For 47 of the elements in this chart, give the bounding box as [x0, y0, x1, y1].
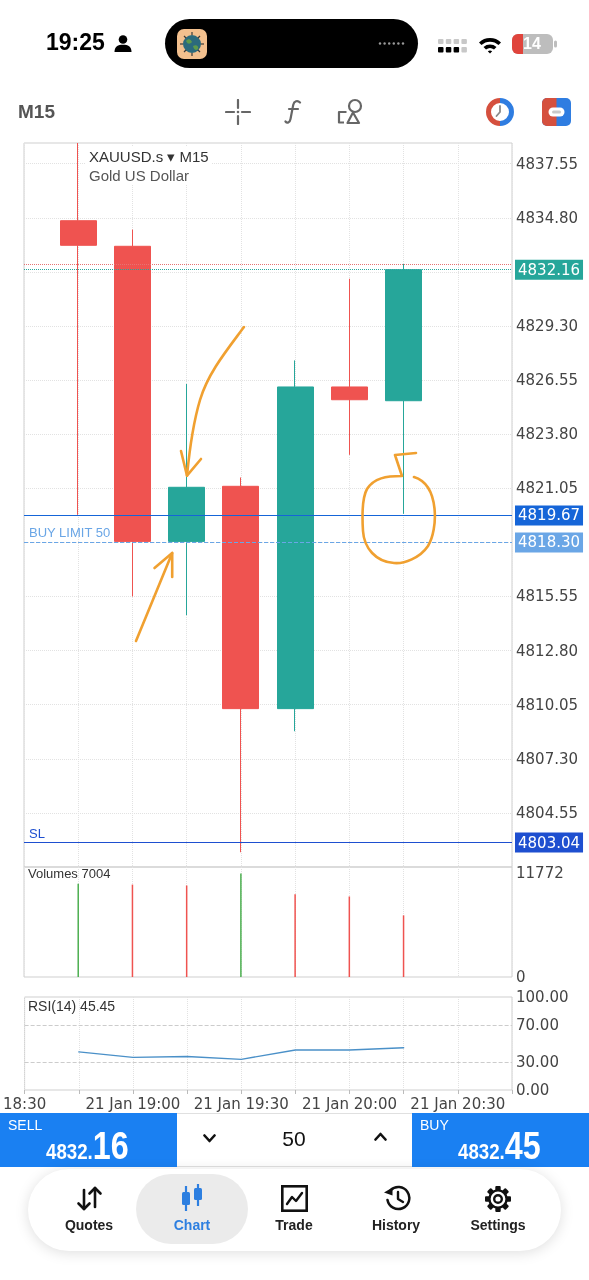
y-tick-label: 11772 [516, 864, 564, 883]
text: M15 [18, 101, 55, 122]
ref-line-label: 4803.04 [518, 833, 581, 852]
ref-line-label: 4818.30 [518, 533, 581, 552]
x-tick-label: 18:30 [3, 1094, 47, 1113]
text: Gold US Dollar [89, 167, 190, 184]
chart-title: RSI(14) 45.45 [28, 998, 116, 1014]
y-tick-label: 4829.30 [516, 316, 579, 335]
text: BUY [420, 1117, 449, 1133]
y-tick-label: 100.00 [516, 988, 569, 1006]
x-tick-label: 21 Jan 19:00 [85, 1094, 181, 1113]
text: SELL [8, 1117, 43, 1133]
y-tick-label: 4837.55 [516, 154, 579, 173]
text: Trade [275, 1217, 313, 1233]
y-tick-label: 4810.05 [516, 695, 579, 714]
y-tick-label: 4826.55 [516, 371, 579, 390]
text: 4832.16 [46, 1125, 129, 1167]
x-tick-label: 21 Jan 20:00 [302, 1094, 398, 1113]
x-tick-label: 21 Jan 19:30 [193, 1094, 289, 1113]
text: 14 [523, 35, 541, 52]
ref-line-label: 4819.67 [518, 506, 581, 525]
candlestick [331, 278, 368, 456]
text: 19:25 [46, 29, 105, 55]
chart-title: XAUUSD.s ▾ M15 [89, 148, 209, 165]
chart-title: Volumes 7004 [28, 866, 111, 881]
text: Settings [470, 1217, 526, 1233]
text: History [371, 1217, 421, 1233]
x-tick-label: 21 Jan 20:30 [410, 1094, 506, 1113]
annotation: BUY LIMIT 50 [29, 525, 111, 541]
y-tick-label: 0.00 [516, 1081, 550, 1099]
y-tick-label: 4804.55 [516, 803, 579, 822]
line-series [78, 1047, 405, 1060]
annotation: SL [29, 825, 45, 841]
y-tick-label: 4807.30 [516, 749, 579, 768]
y-tick-label: 4812.80 [516, 641, 579, 660]
y-tick-label: 4821.05 [516, 479, 579, 498]
text: 4832.45 [458, 1125, 541, 1167]
ref-line-label: 4832.16 [518, 260, 581, 279]
text: 50 [282, 1127, 306, 1150]
y-tick-label: 0 [516, 968, 526, 986]
text: Chart [173, 1217, 211, 1233]
y-tick-label: 4834.80 [516, 208, 579, 227]
text: Quotes [64, 1217, 114, 1233]
y-tick-label: 30.00 [516, 1053, 559, 1072]
y-tick-label: 4815.55 [516, 587, 579, 606]
y-tick-label: 70.00 [516, 1015, 559, 1034]
y-tick-label: 4823.80 [516, 425, 579, 444]
